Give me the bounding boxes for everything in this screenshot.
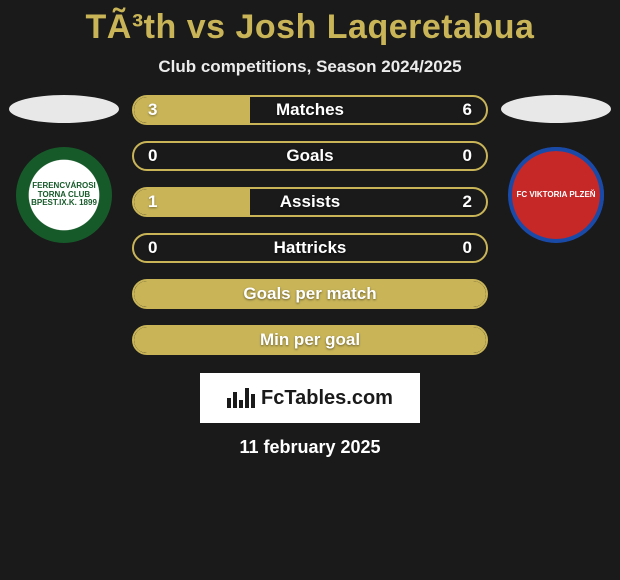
stat-label: Hattricks <box>274 238 347 258</box>
right-team-column: FC VIKTORIA PLZEŇ <box>496 95 616 243</box>
stat-value-right: 6 <box>463 100 472 120</box>
date-label: 11 february 2025 <box>0 423 620 458</box>
brand-text: FcTables.com <box>261 387 393 410</box>
stat-label: Assists <box>280 192 340 212</box>
player-silhouette-right <box>501 95 611 123</box>
stat-label: Min per goal <box>260 330 360 350</box>
player-silhouette-left <box>9 95 119 123</box>
stat-value-left: 3 <box>148 100 157 120</box>
brand-chart-icon <box>227 388 255 408</box>
stat-value-right: 0 <box>463 238 472 258</box>
stat-label: Matches <box>276 100 344 120</box>
comparison-widget: TÃ³th vs Josh Laqeretabua Club competiti… <box>0 0 620 458</box>
page-title: TÃ³th vs Josh Laqeretabua <box>0 0 620 47</box>
brand-box[interactable]: FcTables.com <box>200 373 420 423</box>
stat-value-left: 0 <box>148 146 157 166</box>
team-badge-left: FERENCVÁROSI TORNA CLUB BPEST.IX.K. 1899 <box>16 147 112 243</box>
team-badge-right-text: FC VIKTORIA PLZEŇ <box>516 191 595 200</box>
stat-row: 1 Assists 2 <box>132 187 488 217</box>
stat-value-right: 2 <box>463 192 472 212</box>
team-badge-right: FC VIKTORIA PLZEŇ <box>508 147 604 243</box>
stat-label: Goals per match <box>243 284 376 304</box>
left-team-column: FERENCVÁROSI TORNA CLUB BPEST.IX.K. 1899 <box>4 95 124 243</box>
stat-label: Goals <box>286 146 333 166</box>
stats-bars: 3 Matches 6 0 Goals 0 1 Assists 2 0 Hattricks 0 Goal… <box>124 95 496 355</box>
stat-value-right: 0 <box>463 146 472 166</box>
stat-row-full: Min per goal <box>132 325 488 355</box>
subtitle: Club competitions, Season 2024/2025 <box>0 47 620 95</box>
stat-value-left: 0 <box>148 238 157 258</box>
comparison-row: FERENCVÁROSI TORNA CLUB BPEST.IX.K. 1899… <box>0 95 620 355</box>
stat-row: 0 Hattricks 0 <box>132 233 488 263</box>
stat-row: 3 Matches 6 <box>132 95 488 125</box>
team-badge-left-text: FERENCVÁROSI TORNA CLUB BPEST.IX.K. 1899 <box>19 182 109 208</box>
stat-row-full: Goals per match <box>132 279 488 309</box>
stat-row: 0 Goals 0 <box>132 141 488 171</box>
stat-value-left: 1 <box>148 192 157 212</box>
